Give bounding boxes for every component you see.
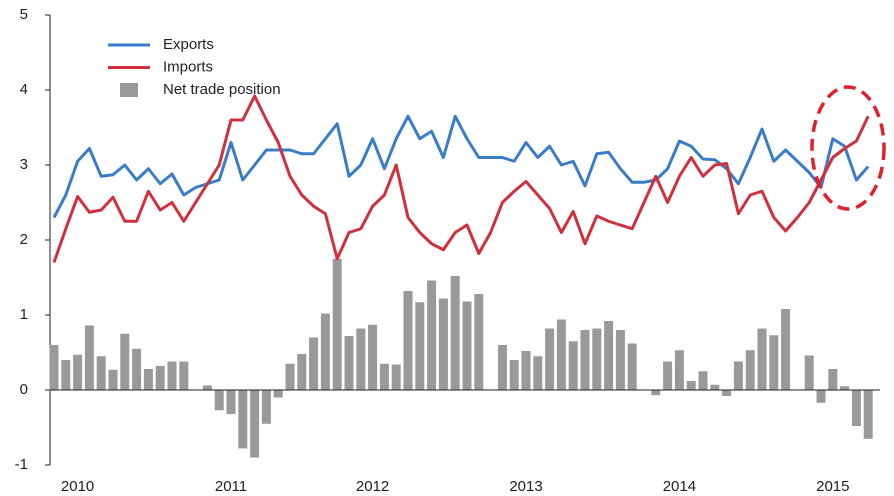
bar [545,328,555,390]
bar [73,354,83,390]
bar [297,354,307,390]
bar [155,366,165,390]
bar [474,294,484,390]
bar [686,381,696,390]
y-tick-label: 3 [20,156,28,173]
bar [533,356,543,390]
x-tick-label: 2010 [61,478,94,495]
bar [61,360,71,390]
bar [580,330,590,390]
bar [497,345,507,390]
highlight-ellipse [810,85,886,211]
bar [710,384,720,390]
bar [521,351,531,390]
bar [238,390,248,449]
bar [781,309,791,390]
bar [214,390,224,411]
bar [568,341,578,390]
bar [202,385,212,390]
bar [804,355,814,390]
bar [143,369,153,390]
bar [840,386,850,390]
line-imports [52,94,870,263]
bar [179,361,189,390]
bar [250,390,260,458]
y-tick-label: 0 [20,381,28,398]
bar [273,390,283,398]
bar [816,390,826,403]
bar [332,258,342,390]
bar [108,369,118,390]
bar [438,298,448,390]
bar [391,364,401,390]
bar [368,324,378,390]
bar [745,350,755,390]
bar [509,360,519,390]
legend-label: Exports [163,36,214,53]
bar [615,330,625,390]
x-tick-label: 2015 [816,478,849,495]
bar [769,335,779,390]
bar [309,337,319,390]
legend-label: Net trade position [163,81,281,98]
bar [84,325,94,390]
bar [344,336,354,390]
bar [627,343,637,390]
legend-swatch [120,83,138,97]
legend-label: Imports [163,58,213,75]
bar [167,361,177,390]
bar [450,276,460,390]
x-tick-label: 2011 [215,478,247,495]
line-exports [52,114,870,219]
bar [120,333,130,390]
bar [592,328,602,390]
bar [663,361,673,390]
y-tick-label: -1 [15,456,28,473]
bar [356,328,366,390]
bar [132,348,142,390]
bar [415,302,425,390]
bar [379,363,389,390]
y-tick-label: 1 [20,306,28,323]
bar [556,319,566,390]
bar [320,313,330,390]
y-tick-label: 5 [20,6,28,23]
bar [651,390,661,396]
bar [604,321,614,390]
bar [226,390,236,414]
bar [851,390,861,426]
bar [261,390,271,424]
bar [757,328,767,390]
x-tick-label: 2013 [509,478,542,495]
bar [674,350,684,390]
x-tick-label: 2012 [356,478,389,495]
bar [828,369,838,390]
bar [863,390,873,439]
bar [733,361,743,390]
x-tick-label: 2014 [663,478,696,495]
bar [49,345,59,390]
bar [96,356,106,390]
y-tick-label: 4 [20,81,28,98]
bar [698,371,708,390]
y-tick-label: 2 [20,231,28,248]
bar [427,280,437,390]
bar [285,363,295,390]
bar [403,291,413,390]
bar [722,390,732,396]
bar [462,301,472,390]
